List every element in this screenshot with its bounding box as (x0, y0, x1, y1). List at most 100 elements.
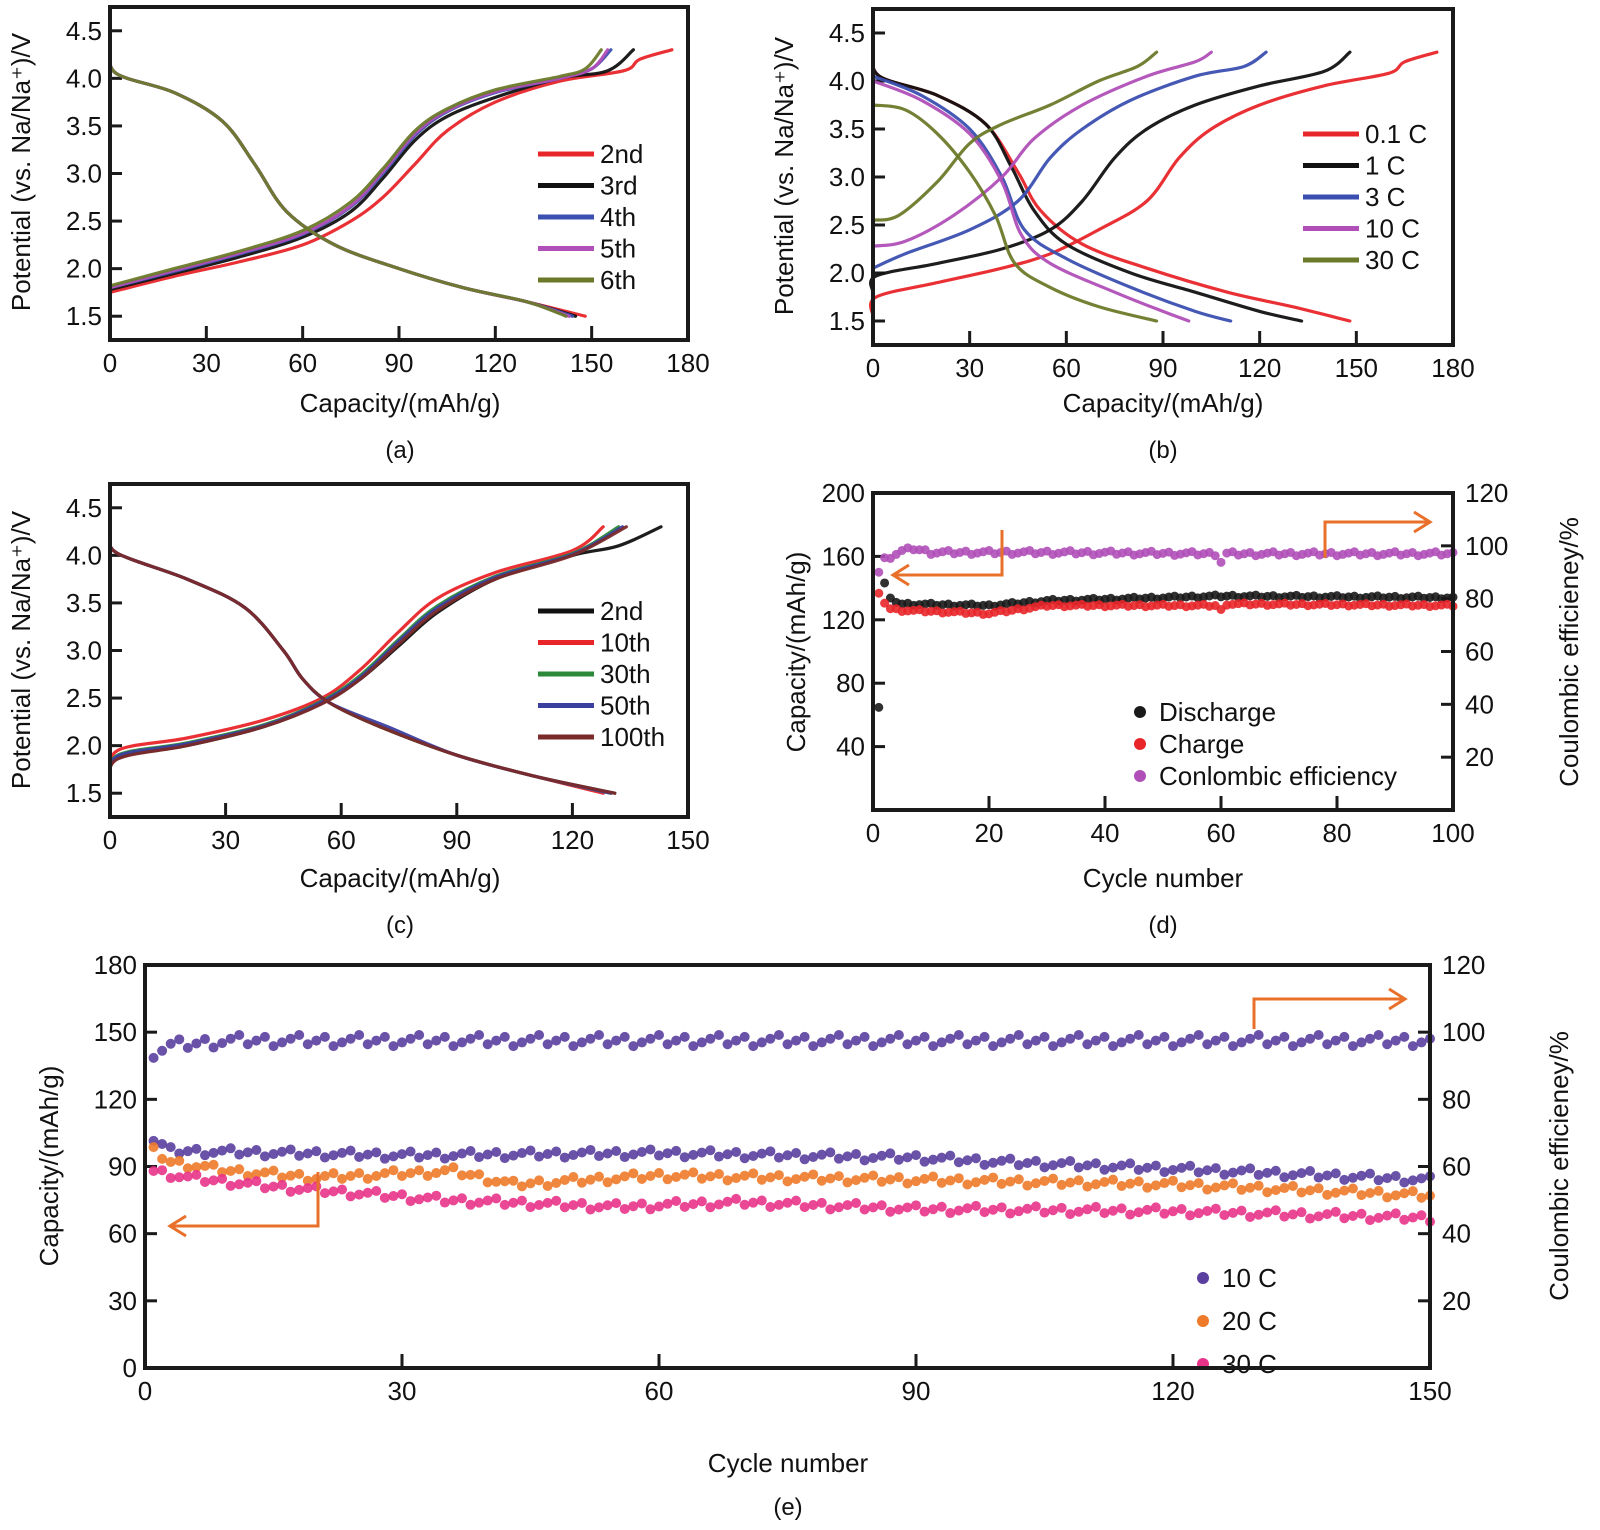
data-point (1347, 1183, 1358, 1194)
data-point (242, 1177, 253, 1188)
data-point (953, 1173, 964, 1184)
data-point (1245, 1182, 1256, 1193)
data-point (842, 1151, 853, 1162)
data-point (851, 1175, 862, 1186)
data-point (1287, 1170, 1298, 1181)
y-right-tick-label: 120 (1442, 950, 1485, 980)
data-point (225, 1033, 236, 1044)
data-point (1159, 1208, 1170, 1219)
data-point (825, 1173, 836, 1184)
data-point (876, 1200, 887, 1211)
y-tick-label: 120 (822, 605, 865, 635)
panel-a-label: (a) (385, 437, 414, 464)
data-point (1407, 1175, 1418, 1186)
data-point (225, 1143, 236, 1154)
data-point (1150, 1180, 1161, 1191)
data-point (1193, 1167, 1204, 1178)
series-charge-curve (107, 525, 605, 781)
data-point (619, 1203, 630, 1214)
data-point (791, 1174, 802, 1185)
data-point (611, 1174, 622, 1185)
y-right-tick-label: 80 (1465, 584, 1494, 614)
data-point (671, 1035, 682, 1046)
data-point (739, 1031, 750, 1042)
data-point (551, 1195, 562, 1206)
data-point (1390, 1035, 1401, 1046)
data-point (148, 1165, 159, 1176)
data-point (508, 1197, 519, 1208)
data-point (1116, 1180, 1127, 1191)
data-point (568, 1150, 579, 1161)
data-point (208, 1147, 219, 1158)
data-point (1382, 1039, 1393, 1050)
panel-e-ylabel-right: Coulombic efficieney/% (1544, 1031, 1574, 1301)
data-point (208, 1042, 219, 1053)
data-point (602, 1177, 613, 1188)
x-tick-label: 120 (551, 825, 594, 855)
x-tick-label: 180 (1431, 353, 1474, 383)
data-point (996, 1037, 1007, 1048)
data-point (362, 1173, 373, 1184)
data-point (354, 1151, 365, 1162)
series-charge (874, 588, 1458, 619)
data-point (1048, 1041, 1059, 1052)
x-tick-label: 180 (666, 348, 709, 378)
data-point (859, 1204, 870, 1215)
data-point (277, 1172, 288, 1183)
data-point (825, 1204, 836, 1215)
data-point (816, 1197, 827, 1208)
data-point (1030, 1201, 1041, 1212)
data-point (722, 1196, 733, 1207)
data-point (397, 1170, 407, 1181)
data-point (988, 1172, 999, 1183)
data-point (688, 1149, 699, 1160)
data-point (234, 1164, 245, 1175)
data-point (1373, 1175, 1384, 1186)
data-point (1133, 1164, 1144, 1175)
data-point (354, 1030, 365, 1041)
data-point (671, 1145, 682, 1156)
panel-d: (d) Cycle number Capacity/(mAh/g) Coulom… (781, 478, 1584, 939)
data-point (1262, 1167, 1273, 1178)
data-point (1399, 1031, 1410, 1042)
data-point (508, 1041, 519, 1052)
data-point (919, 1156, 930, 1167)
data-point (456, 1193, 467, 1204)
data-point (311, 1146, 322, 1157)
data-point (542, 1149, 553, 1160)
data-point (1108, 1162, 1119, 1173)
data-point (825, 1033, 836, 1044)
y-tick-label: 3.0 (66, 636, 102, 666)
data-point (645, 1170, 656, 1181)
arrow-right-head-icon (1388, 987, 1408, 1011)
series-charge-curve (869, 50, 1439, 318)
data-point (525, 1033, 536, 1044)
y-right-tick-label: 20 (1442, 1286, 1471, 1316)
data-point (1330, 1035, 1341, 1046)
series-discharge-curve (871, 103, 1159, 323)
data-point (1210, 1203, 1221, 1214)
panel-a-xlabel: Capacity/(mAh/g) (300, 388, 501, 418)
data-point (893, 1030, 904, 1041)
data-point (1005, 1033, 1016, 1044)
data-point (482, 1039, 493, 1050)
data-point (234, 1149, 245, 1160)
data-point (525, 1202, 536, 1213)
data-point (679, 1152, 690, 1163)
data-point (1202, 1205, 1213, 1216)
data-point (1065, 1209, 1076, 1220)
data-point (1305, 1185, 1316, 1196)
data-point (936, 1037, 947, 1048)
data-point (953, 1157, 964, 1168)
data-point (302, 1175, 313, 1186)
data-point (671, 1171, 682, 1182)
data-point (1193, 1178, 1204, 1189)
data-point (773, 1199, 784, 1210)
data-point (1013, 1206, 1024, 1217)
series-10-c (148, 1135, 1435, 1188)
data-point (1313, 1183, 1324, 1194)
data-point (379, 1031, 390, 1042)
y-tick-label: 2.0 (66, 731, 102, 761)
data-point (217, 1038, 228, 1049)
data-point (1322, 1170, 1333, 1181)
